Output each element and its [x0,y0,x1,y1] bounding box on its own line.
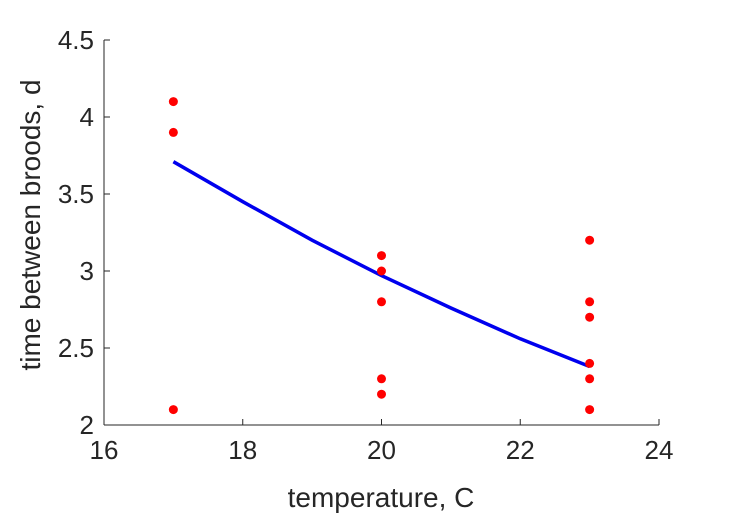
data-point [585,297,595,307]
x-axis-label: temperature, C [288,482,475,513]
data-point [585,358,595,368]
data-marks [168,97,595,415]
data-point [377,389,386,399]
data-point [585,374,595,384]
y-tick-label: 2 [80,410,94,440]
y-tick-label: 3 [80,256,94,286]
data-point [168,127,178,137]
data-point [377,266,386,276]
y-tick-label: 4.5 [58,25,94,55]
fit-line [172,160,591,369]
x-tick-label: 24 [645,435,674,465]
x-tick-label: 22 [506,435,535,465]
data-point [585,405,595,415]
y-tick-label: 3.5 [58,179,94,209]
data-point [377,251,386,261]
x-tick-label: 16 [90,435,119,465]
ticks: 16 18 20 22 24 2 2.5 3 3.5 4 4.5 [58,25,674,465]
y-axis-label: time between broods, d [15,79,46,370]
data-point [585,312,595,322]
y-tick-label: 4 [80,102,94,132]
data-point [377,374,386,384]
data-point [377,297,386,307]
axes [103,40,659,426]
x-tick-label: 20 [367,435,396,465]
data-point [168,97,178,107]
data-point [168,405,178,415]
y-tick-label: 2.5 [58,333,94,363]
x-tick-label: 18 [228,435,257,465]
data-point [585,235,595,245]
